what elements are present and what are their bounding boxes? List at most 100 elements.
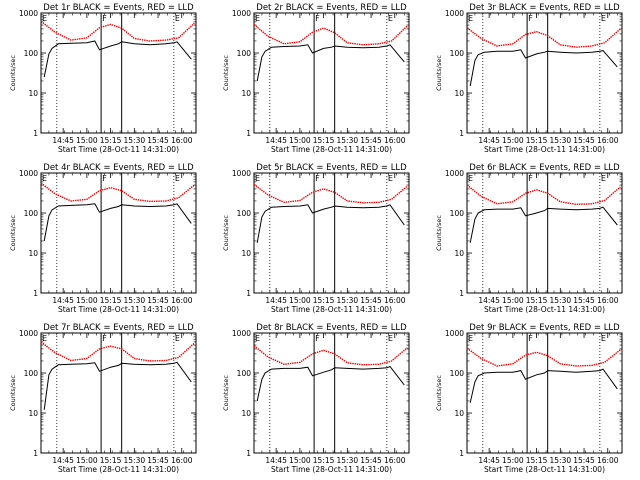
x-tick-label: 15:45 bbox=[147, 136, 169, 145]
y-tick-label: 1000 bbox=[232, 169, 251, 178]
event-marker-label: E bbox=[42, 174, 47, 183]
x-tick-label: 14:45 bbox=[265, 456, 287, 465]
y-axis-label: Counts/sec bbox=[435, 55, 443, 91]
x-tick-label: 15:15 bbox=[313, 136, 335, 145]
y-tick-label: 10 bbox=[241, 89, 251, 98]
x-tick-label: 16:00 bbox=[597, 296, 619, 305]
x-tick-label: 15:00 bbox=[289, 136, 311, 145]
x-tick-label: 16:00 bbox=[384, 296, 406, 305]
panel-title: Det 6r BLACK = Events, RED = LLD bbox=[469, 163, 620, 173]
events-series-line bbox=[43, 203, 192, 242]
y-tick-label: 100 bbox=[237, 209, 252, 218]
x-tick-label: 16:00 bbox=[171, 136, 193, 145]
panel-title: Det 9r BLACK = Events, RED = LLD bbox=[469, 323, 620, 333]
panel-title: Det 3r BLACK = Events, RED = LLD bbox=[469, 3, 620, 13]
x-tick-label: 15:15 bbox=[526, 456, 548, 465]
y-tick-label: 10 bbox=[454, 89, 464, 98]
event-marker-label: E bbox=[601, 334, 606, 343]
x-tick-label: 15:00 bbox=[76, 136, 98, 145]
event-marker-label: E bbox=[601, 174, 606, 183]
events-series-line bbox=[469, 206, 618, 243]
event-marker-label: F bbox=[528, 174, 533, 183]
y-tick-label: 10 bbox=[454, 409, 464, 418]
y-tick-label: 10 bbox=[241, 249, 251, 258]
y-tick-label: 1000 bbox=[19, 169, 38, 178]
x-tick-label: 15:45 bbox=[147, 296, 169, 305]
x-tick-label: 15:15 bbox=[313, 456, 335, 465]
event-marker-label: E bbox=[175, 174, 180, 183]
y-tick-label: 1000 bbox=[232, 329, 251, 338]
y-axis-label: Counts/sec bbox=[435, 215, 443, 251]
events-series-line bbox=[469, 49, 618, 87]
event-marker-label: E bbox=[468, 174, 473, 183]
x-tick-label: 14:45 bbox=[52, 296, 74, 305]
y-axis-label: Counts/sec bbox=[9, 215, 17, 251]
x-axis-label: Start Time (28-Oct-11 14:31:00) bbox=[271, 305, 392, 314]
y-axis-label: Counts/sec bbox=[222, 215, 230, 251]
y-tick-label: 1 bbox=[246, 449, 251, 458]
event-marker-label: F bbox=[102, 334, 107, 343]
x-tick-label: 15:45 bbox=[147, 456, 169, 465]
events-series-line bbox=[43, 40, 192, 78]
y-tick-label: 1 bbox=[459, 449, 464, 458]
x-tick-label: 15:30 bbox=[124, 136, 146, 145]
panel-title: Det 5r BLACK = Events, RED = LLD bbox=[256, 163, 407, 173]
x-axis-label: Start Time (28-Oct-11 14:31:00) bbox=[271, 465, 392, 474]
x-axis-label: Start Time (28-Oct-11 14:31:00) bbox=[271, 145, 392, 154]
x-tick-label: 15:15 bbox=[526, 136, 548, 145]
lld-series-line bbox=[40, 182, 195, 203]
y-tick-label: 10 bbox=[241, 409, 251, 418]
x-axis-label: Start Time (28-Oct-11 14:31:00) bbox=[58, 145, 179, 154]
lld-series-line bbox=[253, 345, 408, 366]
event-marker-label: E bbox=[468, 14, 473, 23]
y-axis-label: Counts/sec bbox=[222, 375, 230, 411]
y-tick-label: 100 bbox=[237, 49, 252, 58]
plot-frame bbox=[466, 332, 623, 454]
y-tick-label: 1000 bbox=[19, 329, 38, 338]
x-tick-label: 16:00 bbox=[597, 136, 619, 145]
y-tick-label: 100 bbox=[24, 369, 39, 378]
detector-panel: Det 9r BLACK = Events, RED = LLD 1 10 100 10… bbox=[435, 323, 623, 474]
panel-title: Det 2r BLACK = Events, RED = LLD bbox=[256, 3, 407, 13]
x-tick-label: 15:30 bbox=[337, 456, 359, 465]
detector-panel: Det 5r BLACK = Events, RED = LLD 1 10 100 10… bbox=[222, 163, 410, 314]
y-tick-label: 1 bbox=[33, 449, 38, 458]
x-tick-label: 15:30 bbox=[550, 136, 572, 145]
event-marker-label: E bbox=[42, 334, 47, 343]
y-axis-label: Counts/sec bbox=[9, 375, 17, 411]
detector-panel: Det 7r BLACK = Events, RED = LLD 1 10 100 10… bbox=[9, 323, 197, 474]
x-axis-label: Start Time (28-Oct-11 14:31:00) bbox=[58, 305, 179, 314]
lld-series-line bbox=[253, 183, 408, 204]
events-series-line bbox=[256, 365, 405, 402]
x-tick-label: 14:45 bbox=[265, 296, 287, 305]
event-marker-label: E bbox=[388, 334, 393, 343]
x-tick-label: 15:00 bbox=[289, 296, 311, 305]
events-series-line bbox=[256, 44, 405, 82]
lld-series-line bbox=[40, 341, 195, 362]
x-tick-label: 15:30 bbox=[337, 296, 359, 305]
x-tick-label: 14:45 bbox=[478, 456, 500, 465]
x-axis-label: Start Time (28-Oct-11 14:31:00) bbox=[484, 305, 605, 314]
event-marker-label: F bbox=[102, 174, 107, 183]
x-tick-label: 15:15 bbox=[526, 296, 548, 305]
y-tick-label: 100 bbox=[450, 49, 465, 58]
lld-series-line bbox=[253, 23, 408, 46]
detector-panel: Det 2r BLACK = Events, RED = LLD 1 10 100 10… bbox=[222, 3, 410, 154]
lld-series-line bbox=[40, 20, 195, 42]
y-tick-label: 10 bbox=[454, 249, 464, 258]
detector-panel: Det 4r BLACK = Events, RED = LLD 1 10 100 10… bbox=[9, 163, 197, 314]
events-series-line bbox=[469, 368, 618, 403]
y-tick-label: 1000 bbox=[445, 169, 464, 178]
x-tick-label: 15:00 bbox=[502, 296, 524, 305]
x-tick-label: 15:00 bbox=[502, 456, 524, 465]
x-tick-label: 16:00 bbox=[384, 136, 406, 145]
event-marker-label: F bbox=[315, 334, 320, 343]
y-tick-label: 10 bbox=[28, 89, 38, 98]
y-axis-label: Counts/sec bbox=[222, 55, 230, 91]
y-tick-label: 1 bbox=[246, 129, 251, 138]
event-marker-label: F bbox=[315, 14, 320, 23]
x-tick-label: 14:45 bbox=[478, 136, 500, 145]
event-marker-label: E bbox=[42, 14, 47, 23]
